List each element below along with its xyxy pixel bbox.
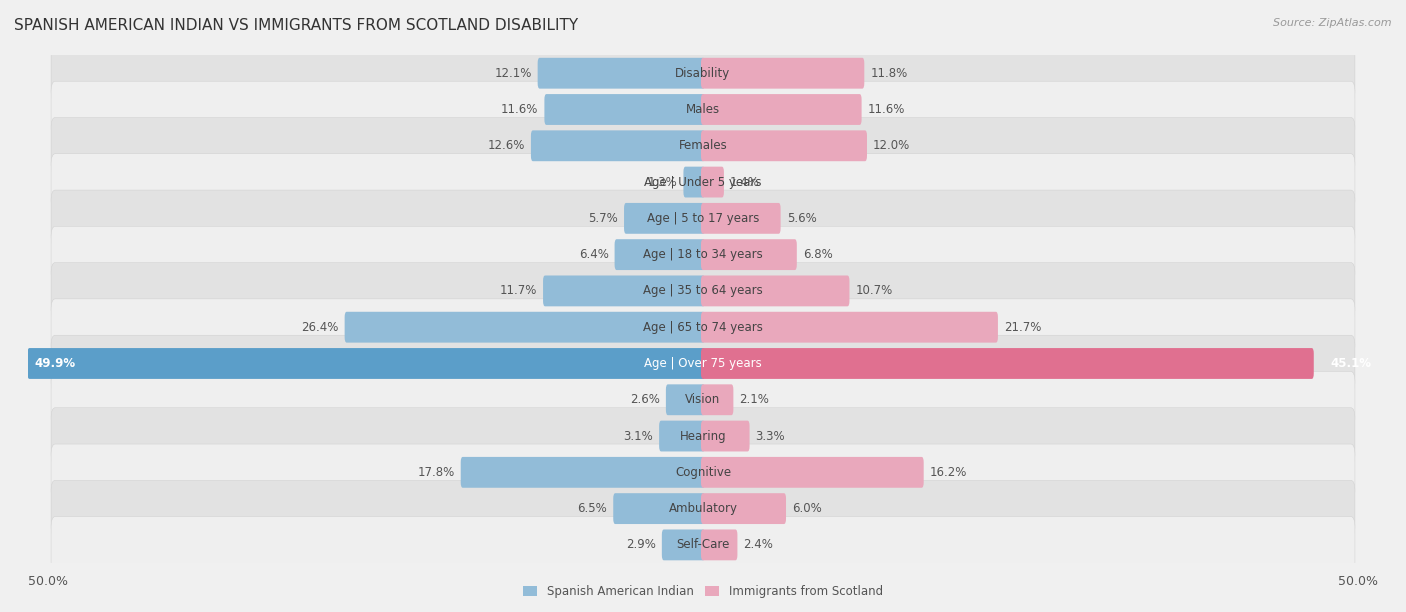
- Text: 6.5%: 6.5%: [578, 502, 607, 515]
- FancyBboxPatch shape: [702, 529, 737, 561]
- Text: Age | 35 to 64 years: Age | 35 to 64 years: [643, 285, 763, 297]
- Text: 2.1%: 2.1%: [740, 394, 769, 406]
- FancyBboxPatch shape: [51, 408, 1355, 465]
- FancyBboxPatch shape: [613, 493, 704, 524]
- Text: 11.6%: 11.6%: [868, 103, 905, 116]
- FancyBboxPatch shape: [624, 203, 704, 234]
- FancyBboxPatch shape: [702, 493, 786, 524]
- FancyBboxPatch shape: [702, 130, 868, 161]
- FancyBboxPatch shape: [702, 94, 862, 125]
- FancyBboxPatch shape: [614, 239, 704, 270]
- Text: Males: Males: [686, 103, 720, 116]
- Text: 6.0%: 6.0%: [792, 502, 823, 515]
- Text: Age | Over 75 years: Age | Over 75 years: [644, 357, 762, 370]
- Text: 11.6%: 11.6%: [501, 103, 538, 116]
- Text: Vision: Vision: [685, 394, 721, 406]
- Text: 26.4%: 26.4%: [301, 321, 339, 334]
- FancyBboxPatch shape: [51, 480, 1355, 537]
- FancyBboxPatch shape: [702, 203, 780, 234]
- Text: Age | 5 to 17 years: Age | 5 to 17 years: [647, 212, 759, 225]
- FancyBboxPatch shape: [702, 384, 734, 415]
- Text: 11.8%: 11.8%: [870, 67, 908, 80]
- FancyBboxPatch shape: [702, 457, 924, 488]
- FancyBboxPatch shape: [702, 58, 865, 89]
- Text: 16.2%: 16.2%: [929, 466, 967, 479]
- Text: 17.8%: 17.8%: [418, 466, 454, 479]
- FancyBboxPatch shape: [683, 166, 704, 198]
- FancyBboxPatch shape: [51, 118, 1355, 174]
- Text: Source: ZipAtlas.com: Source: ZipAtlas.com: [1274, 18, 1392, 28]
- FancyBboxPatch shape: [659, 420, 704, 452]
- FancyBboxPatch shape: [666, 384, 704, 415]
- FancyBboxPatch shape: [344, 312, 704, 343]
- Text: 5.6%: 5.6%: [787, 212, 817, 225]
- Text: 6.8%: 6.8%: [803, 248, 832, 261]
- Text: 1.4%: 1.4%: [730, 176, 759, 188]
- FancyBboxPatch shape: [51, 81, 1355, 138]
- Text: 45.1%: 45.1%: [1330, 357, 1371, 370]
- Text: 50.0%: 50.0%: [28, 575, 67, 588]
- FancyBboxPatch shape: [51, 517, 1355, 573]
- FancyBboxPatch shape: [51, 371, 1355, 428]
- FancyBboxPatch shape: [537, 58, 704, 89]
- Text: 11.7%: 11.7%: [499, 285, 537, 297]
- Text: 3.3%: 3.3%: [755, 430, 786, 442]
- FancyBboxPatch shape: [702, 239, 797, 270]
- FancyBboxPatch shape: [662, 529, 704, 561]
- Text: 50.0%: 50.0%: [1339, 575, 1378, 588]
- Text: Disability: Disability: [675, 67, 731, 80]
- Text: 5.7%: 5.7%: [588, 212, 619, 225]
- FancyBboxPatch shape: [51, 190, 1355, 247]
- FancyBboxPatch shape: [543, 275, 704, 307]
- Text: 6.4%: 6.4%: [579, 248, 609, 261]
- FancyBboxPatch shape: [461, 457, 704, 488]
- Text: Cognitive: Cognitive: [675, 466, 731, 479]
- Text: 2.6%: 2.6%: [630, 394, 659, 406]
- FancyBboxPatch shape: [51, 444, 1355, 501]
- FancyBboxPatch shape: [51, 335, 1355, 392]
- FancyBboxPatch shape: [702, 275, 849, 307]
- Text: 12.6%: 12.6%: [488, 140, 524, 152]
- FancyBboxPatch shape: [702, 420, 749, 452]
- FancyBboxPatch shape: [702, 312, 998, 343]
- FancyBboxPatch shape: [51, 299, 1355, 356]
- Text: Ambulatory: Ambulatory: [668, 502, 738, 515]
- Text: SPANISH AMERICAN INDIAN VS IMMIGRANTS FROM SCOTLAND DISABILITY: SPANISH AMERICAN INDIAN VS IMMIGRANTS FR…: [14, 18, 578, 34]
- Text: Self-Care: Self-Care: [676, 539, 730, 551]
- Text: Females: Females: [679, 140, 727, 152]
- FancyBboxPatch shape: [51, 226, 1355, 283]
- FancyBboxPatch shape: [51, 263, 1355, 319]
- FancyBboxPatch shape: [28, 348, 704, 379]
- Text: 10.7%: 10.7%: [855, 285, 893, 297]
- Text: Age | 65 to 74 years: Age | 65 to 74 years: [643, 321, 763, 334]
- Text: 3.1%: 3.1%: [623, 430, 652, 442]
- Text: 2.9%: 2.9%: [626, 539, 655, 551]
- FancyBboxPatch shape: [702, 348, 1313, 379]
- FancyBboxPatch shape: [531, 130, 704, 161]
- FancyBboxPatch shape: [51, 45, 1355, 102]
- Text: Age | Under 5 years: Age | Under 5 years: [644, 176, 762, 188]
- Text: 1.3%: 1.3%: [648, 176, 678, 188]
- FancyBboxPatch shape: [51, 154, 1355, 211]
- Text: Age | 18 to 34 years: Age | 18 to 34 years: [643, 248, 763, 261]
- Text: 2.4%: 2.4%: [744, 539, 773, 551]
- Legend: Spanish American Indian, Immigrants from Scotland: Spanish American Indian, Immigrants from…: [519, 580, 887, 603]
- Text: 49.9%: 49.9%: [35, 357, 76, 370]
- Text: 12.0%: 12.0%: [873, 140, 910, 152]
- Text: 21.7%: 21.7%: [1004, 321, 1042, 334]
- Text: Hearing: Hearing: [679, 430, 727, 442]
- Text: 12.1%: 12.1%: [494, 67, 531, 80]
- FancyBboxPatch shape: [702, 166, 724, 198]
- FancyBboxPatch shape: [544, 94, 704, 125]
